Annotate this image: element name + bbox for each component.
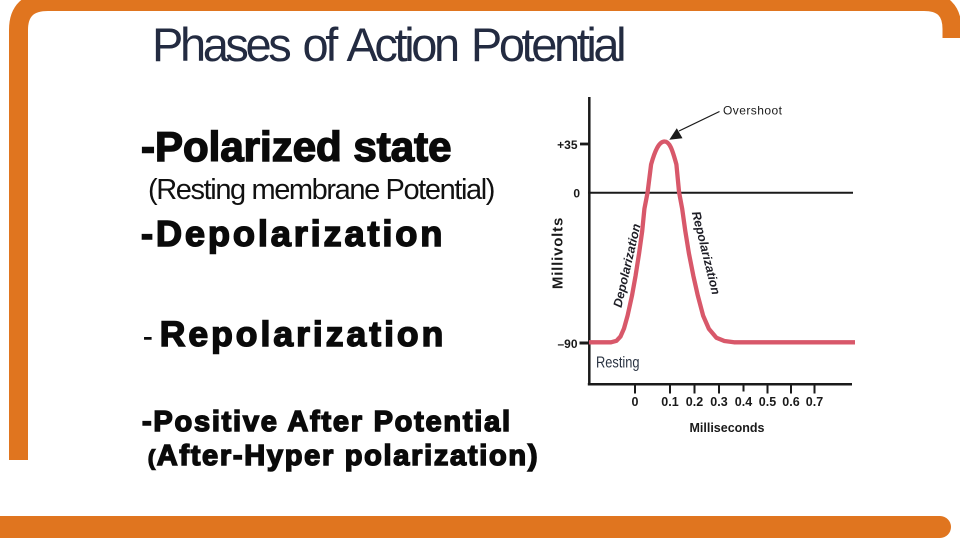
svg-text:Overshoot: Overshoot [723,104,783,118]
svg-text:0.3: 0.3 [710,395,727,409]
svg-text:Millivolts: Millivolts [550,217,567,289]
svg-text:Milliseconds: Milliseconds [689,421,764,435]
svg-text:0.4: 0.4 [735,395,752,409]
svg-text:–90: –90 [557,337,577,351]
svg-text:0.1: 0.1 [661,395,678,409]
svg-text:Resting: Resting [596,355,640,372]
svg-text:0: 0 [573,187,580,201]
svg-text:0.6: 0.6 [782,395,799,409]
svg-text:0.5: 0.5 [759,395,776,409]
svg-text:0.2: 0.2 [686,395,703,409]
svg-text:0.7: 0.7 [806,395,823,409]
svg-text:+35: +35 [557,138,578,152]
svg-text:0: 0 [632,395,639,409]
